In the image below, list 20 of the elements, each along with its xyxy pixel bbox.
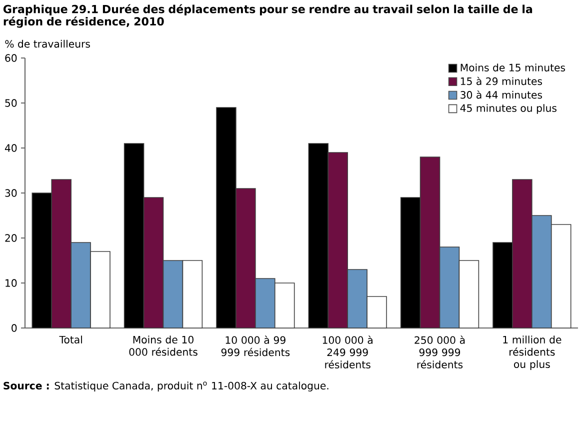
y-tick-label: 0: [12, 324, 17, 332]
y-tick-label: 10: [6, 279, 17, 287]
x-tick-label: 250 000 à 999 999 résidents: [414, 336, 465, 368]
y-axis-title: % de travailleurs: [5, 40, 90, 48]
y-tick-label: 40: [4, 144, 17, 152]
x-tick-label: 10 000 à 99 999 résidents: [221, 336, 290, 356]
x-tick-label: Moins de 10 000 résidents: [129, 336, 198, 356]
x-tick-label: 1 million de résidents ou plus: [503, 336, 562, 370]
legend-label: 15 à 29 minutes: [460, 76, 542, 86]
y-tick-label: 20: [5, 234, 17, 242]
y-tick-label: 50: [5, 99, 17, 107]
legend-label: 30 à 44 minutes: [460, 90, 542, 99]
legend-label: 45 minutes ou plus: [460, 104, 556, 114]
legend-label: Moins de 15 minutes: [460, 64, 566, 72]
y-tick-label: 30: [5, 189, 17, 197]
y-tick-label: 60: [5, 54, 17, 62]
x-tick-label: 100 000 à 249 999 résidents: [322, 336, 372, 368]
text: Source : Statistique Canada, produit n$^{o}$ 11-008-X au catalogue.: [4, 382, 328, 392]
chart-title: Graphique 29.1 Durée des déplacements pour se rendre au travail selon la taille de la région de résidence, 2010: [3, 4, 532, 28]
x-tick-label: Total: [59, 336, 82, 344]
